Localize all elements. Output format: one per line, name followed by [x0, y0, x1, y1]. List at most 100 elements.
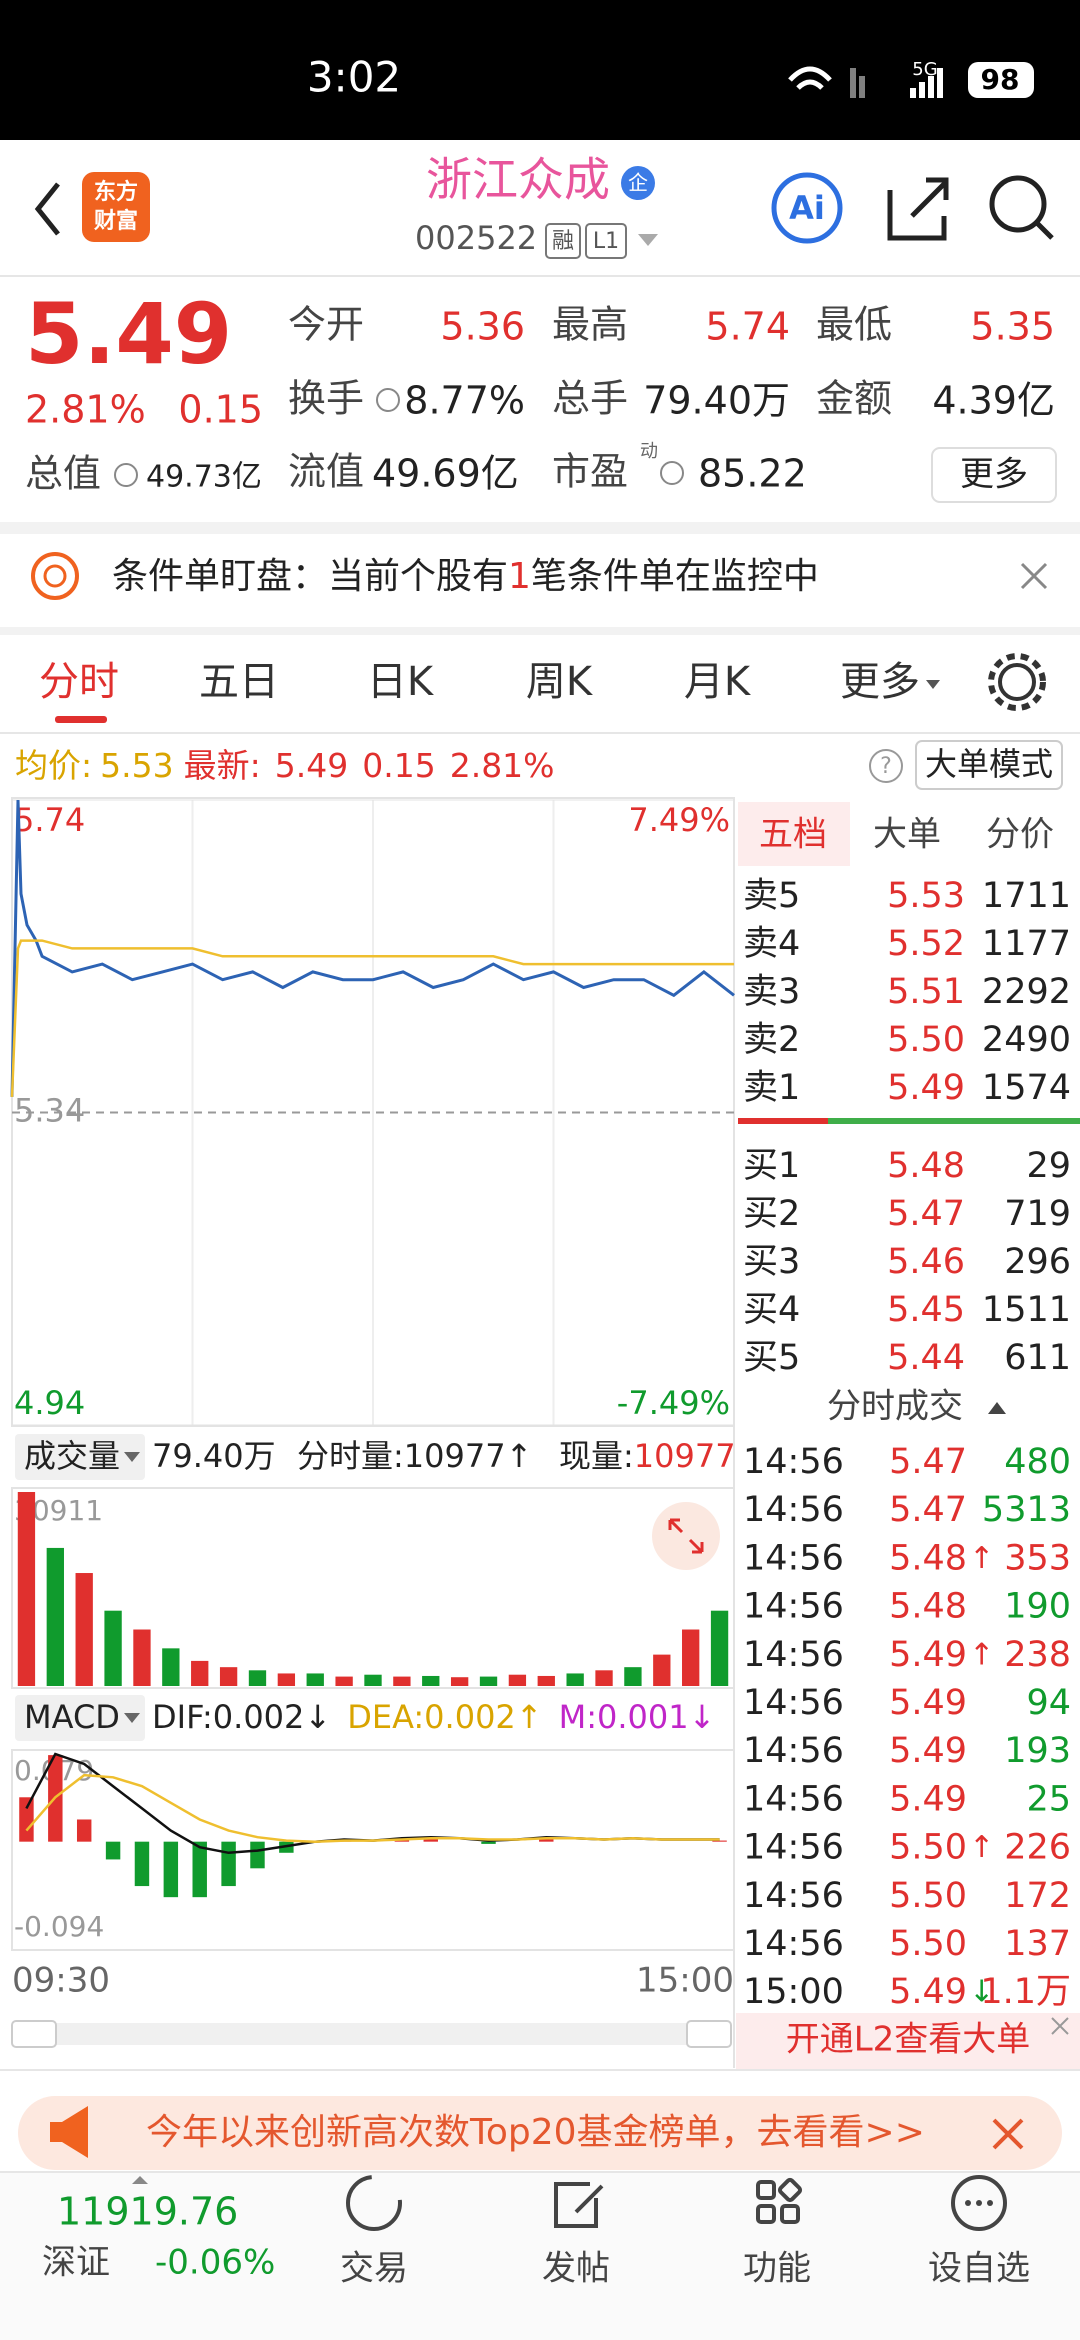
trade-price: 5.48	[889, 1587, 967, 1627]
book-label: 卖3	[743, 972, 800, 1012]
trade-time: 14:56	[743, 1442, 844, 1482]
book-label: 买3	[743, 1242, 800, 1282]
settings-button[interactable]	[998, 663, 1036, 701]
book-tab[interactable]: 五档	[759, 815, 827, 855]
macd-bar	[539, 1839, 554, 1842]
trade-volume: 25	[1026, 1779, 1071, 1819]
notice-text[interactable]: 条件单盯盘：当前个股有1笔条件单在监控中	[112, 556, 819, 597]
trade-volume: 238	[1004, 1635, 1071, 1675]
scroll-handle[interactable]	[11, 2020, 57, 2048]
book-price: 5.52	[887, 924, 965, 964]
y-tick-label: 5.74	[14, 801, 85, 839]
latest-value: 5.49	[275, 746, 348, 785]
trade-volume: 172	[1004, 1876, 1071, 1916]
trade-price: 5.50	[889, 1924, 967, 1964]
share-button[interactable]	[887, 177, 949, 241]
info-icon[interactable]	[114, 463, 138, 487]
trade-arrow: ↑	[969, 1830, 994, 1865]
app-logo[interactable]	[82, 172, 150, 242]
nav-label[interactable]: 设自选	[928, 2249, 1030, 2289]
m-arrow: ↓	[689, 1698, 716, 1736]
notice-part: 笔条件单在监控中	[531, 556, 819, 597]
book-volume: 1511	[982, 1290, 1071, 1330]
y-tick-label: -0.094	[14, 1910, 104, 1943]
period-arrow: ↑	[506, 1437, 533, 1475]
more-button[interactable]	[931, 447, 1057, 503]
book-volume: 1711	[982, 876, 1071, 916]
nav-label[interactable]: 发帖	[542, 2249, 610, 2289]
index-value[interactable]: 11919.76	[57, 2190, 238, 2234]
dropdown[interactable]	[638, 234, 658, 246]
field-value: 5.74	[705, 305, 790, 349]
macd-bar	[250, 1841, 265, 1869]
tab-dropdown	[926, 680, 940, 689]
search-button[interactable]	[989, 175, 1047, 233]
nav-label[interactable]: 功能	[743, 2249, 811, 2289]
back-button[interactable]	[34, 182, 60, 236]
nav-dots	[965, 2200, 993, 2206]
field-value: 5.36	[440, 305, 525, 349]
logo-text: 东方	[94, 179, 138, 205]
tag-text: 融	[552, 229, 574, 254]
scrollbar[interactable]	[12, 2023, 731, 2045]
last-price: 5.49	[25, 285, 232, 383]
avg-label: 均价:	[15, 746, 92, 785]
trade-price: 5.49	[889, 1635, 967, 1675]
tab[interactable]: 五日	[199, 659, 279, 705]
expand-arrow[interactable]	[132, 2176, 148, 2184]
wifi	[788, 66, 832, 90]
trade-price: 5.48	[889, 1538, 967, 1578]
trade-time: 14:56	[743, 1587, 844, 1627]
field-value: 5.35	[970, 305, 1055, 349]
trade-price: 5.50	[889, 1876, 967, 1916]
expand-button[interactable]	[652, 1502, 720, 1570]
ad-banner[interactable]	[18, 2096, 1062, 2170]
y2-tick-label: -7.49%	[617, 1384, 730, 1422]
mode-button[interactable]	[915, 740, 1063, 790]
info-icon[interactable]	[376, 388, 400, 412]
close-ad[interactable]	[992, 2118, 1024, 2150]
field-label: 最低	[816, 303, 892, 347]
trade-time: 14:56	[743, 1635, 844, 1675]
volume-bar	[595, 1670, 613, 1686]
book-price: 5.44	[887, 1338, 965, 1378]
tab-underline	[55, 716, 107, 723]
trade-arrow: ↑	[969, 1637, 994, 1672]
close-promo[interactable]	[1051, 2017, 1069, 2035]
separator	[0, 627, 1080, 635]
tab[interactable]: 周K	[526, 659, 594, 705]
help-icon[interactable]	[869, 749, 903, 783]
book-tab[interactable]: 分价	[986, 815, 1054, 855]
more-text: 更多	[960, 455, 1028, 495]
notice-count: 1	[508, 556, 531, 597]
y2-tick-label: 7.49%	[628, 801, 730, 839]
tab[interactable]: 月K	[684, 659, 752, 705]
macd-bar	[423, 1839, 438, 1842]
promo-bg[interactable]	[736, 2013, 1080, 2069]
quote-fields: 今开 5.36 最高 5.74 最低 5.35 换手 8.77% 总手 79.40万 金额 4.39亿…	[288, 303, 1055, 496]
trade-time: 14:56	[743, 1828, 844, 1868]
volume-bar	[479, 1676, 498, 1686]
book-tab[interactable]: 大单	[873, 815, 941, 855]
ad-text: 今年以来创新高次数Top20基金榜单，去看看>>	[146, 2112, 925, 2153]
tab[interactable]: 日K	[367, 659, 435, 705]
indicator-select[interactable]	[15, 1434, 145, 1480]
field-value: 49.73亿	[146, 460, 262, 495]
field-label: 总值	[25, 452, 101, 496]
indicator-select[interactable]	[15, 1695, 145, 1741]
change: 0.15	[178, 388, 263, 432]
book-price: 5.49	[887, 1068, 965, 1108]
close-notice[interactable]	[1020, 562, 1048, 590]
tab[interactable]: 分时	[39, 659, 119, 705]
book-volume: 611	[1004, 1338, 1071, 1378]
trade-price: 5.47	[889, 1490, 967, 1530]
latest-change: 0.15	[362, 746, 435, 785]
ai-button[interactable]	[771, 172, 843, 244]
info-icon[interactable]	[660, 461, 684, 485]
trade-arrow: ↑	[969, 1541, 994, 1576]
tab[interactable]: 更多	[840, 659, 920, 705]
nav-label[interactable]: 交易	[340, 2249, 408, 2289]
scroll-handle[interactable]	[686, 2020, 732, 2048]
x-tick-label: 09:30	[12, 1961, 110, 2001]
